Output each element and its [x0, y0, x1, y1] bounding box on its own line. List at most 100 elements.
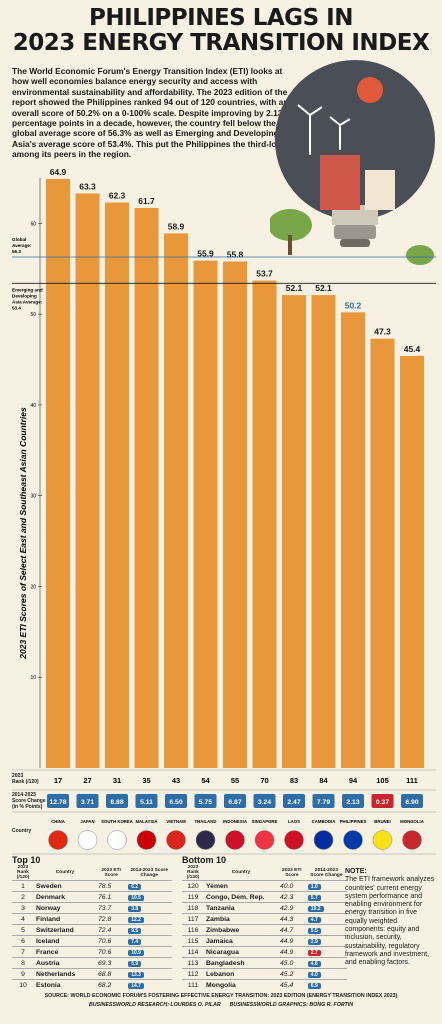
- rank-label: 35: [142, 776, 150, 785]
- score-cell: 72.4: [98, 926, 112, 934]
- table-header-row: 2023 Rank (/120) Country 2023 ETI Score 201…: [182, 865, 347, 881]
- change-value: 6.90: [405, 799, 418, 806]
- bar-south-korea: [105, 202, 129, 768]
- rank-cell: 113: [187, 959, 199, 967]
- change-value: 2.47: [287, 799, 300, 806]
- change-value: 3.71: [81, 799, 94, 806]
- change-cell: 2.9: [306, 936, 347, 947]
- change-pill: [342, 794, 364, 808]
- bar-vietnam: [164, 233, 188, 768]
- bar-value-label: 63.3: [79, 181, 96, 191]
- country-name: CHINA: [51, 819, 65, 824]
- flag-icon: [402, 830, 422, 850]
- table-header-cell: 2014-2023 Score Change: [310, 867, 343, 878]
- rank-label: 105: [376, 776, 389, 785]
- table-row: 9 Netherlands 68.8 13.3: [12, 968, 172, 980]
- country-name: MALAYSIA: [135, 819, 157, 824]
- flag-icon: [136, 830, 157, 850]
- y-tick-label: 60: [30, 221, 36, 227]
- change-pill: [106, 794, 128, 808]
- bottom10-grid: 2023 Rank (/120) Country 2023 ETI Score 201…: [182, 865, 347, 990]
- rank-label: 43: [172, 776, 180, 785]
- change-cell: 10.2: [306, 903, 347, 914]
- change-value: 7.79: [317, 799, 330, 806]
- score-cell: 70.6: [98, 948, 112, 956]
- change-cell: 10.5: [126, 892, 172, 903]
- change-pill: [371, 794, 394, 808]
- change-value: 5.11: [140, 799, 153, 806]
- change-cell: 4.7: [306, 914, 347, 925]
- bar-value-label: 58.9: [168, 221, 185, 231]
- change-value: 5.75: [199, 799, 212, 806]
- country-cell: Zambia: [206, 915, 230, 923]
- country-cell: Zimbabwe: [206, 926, 240, 934]
- table-row: 4 Finland 72.8 12.2: [12, 913, 172, 925]
- flag-icon: [372, 830, 393, 850]
- country-cell: Yemen: [206, 882, 228, 890]
- change-value: 8.88: [110, 799, 123, 806]
- flag-icon: [166, 830, 186, 850]
- rank-cell: 115: [187, 937, 199, 945]
- rank-cell: 10: [19, 981, 27, 989]
- country-cell: Estonia: [36, 981, 61, 989]
- bar-malaysia: [134, 207, 159, 768]
- bar-china: [46, 178, 70, 768]
- bar-mongolia: [400, 355, 424, 768]
- bar-value-label: 62.3: [109, 191, 126, 201]
- reference-line-label: 56.3: [12, 249, 21, 254]
- country-cell: France: [36, 948, 59, 956]
- country-name: VIETNAM: [166, 819, 186, 824]
- bar-laos: [282, 295, 306, 768]
- rank-label: 55: [231, 776, 239, 785]
- y-tick-label: 40: [30, 403, 36, 409]
- y-tick-label: 50: [30, 312, 36, 318]
- table-header-cell: 2023 Rank (/120): [186, 865, 200, 880]
- table-row: 7 France 70.6 10.9: [12, 946, 172, 958]
- score-cell: 40.0: [280, 882, 294, 890]
- country-cell: Lebanon: [206, 970, 235, 978]
- country-name: LAOS: [288, 819, 300, 824]
- flag-icon: [107, 830, 127, 850]
- score-cell: 72.8: [98, 915, 112, 923]
- change-cell: 12.2: [126, 914, 172, 925]
- table-header-cell: 2023 Rank (/120): [16, 865, 30, 880]
- change-pill: [165, 794, 187, 808]
- table-row: 113 Bangladesh 45.0 4.6: [182, 957, 347, 969]
- rank-label: 54: [201, 776, 210, 785]
- country-cell: Switzerland: [36, 926, 74, 934]
- change-cell: 2.7: [306, 947, 347, 958]
- y-tick-label: 30: [30, 494, 36, 500]
- table-row: 118 Tanzania 42.9 10.2: [182, 902, 347, 914]
- table-row: 119 Congo, Dem. Rep. 42.3 5.7: [182, 891, 347, 903]
- country-cell: Norway: [36, 904, 61, 912]
- change-pill: 3.8: [128, 905, 142, 912]
- change-pill: 12.2: [128, 916, 144, 923]
- change-pill: 2.7: [307, 949, 321, 956]
- top10-table: Top 10 2023 Rank (/120) Country 2023 ETI S…: [12, 855, 172, 990]
- country-row-label: Country: [12, 828, 32, 834]
- score-cell: 68.8: [98, 970, 112, 978]
- reference-line-label: Developing: [12, 293, 37, 298]
- table-header-cell: Country: [55, 870, 75, 875]
- bar-value-label: 61.7: [138, 196, 155, 206]
- rank-cell: 9: [21, 970, 25, 978]
- change-pill: 6.2: [128, 883, 142, 890]
- score-cell: 76.1: [98, 893, 112, 901]
- score-cell: 78.5: [98, 882, 112, 890]
- rank-cell: 119: [187, 893, 199, 901]
- rank-cell: 112: [187, 970, 199, 978]
- rank-cell: 120: [187, 882, 199, 890]
- rank-cell: 4: [21, 915, 25, 923]
- table-header-row: 2023 Rank (/120) Country 2023 ETI Score 201…: [12, 865, 172, 881]
- score-cell: 44.9: [280, 937, 294, 945]
- source-text: SOURCE: WORLD ECONOMIC FORUM'S FOSTERING…: [44, 993, 398, 999]
- score-cell: 45.0: [280, 959, 294, 967]
- table-header-cell: 2014-2023 Score Change: [130, 867, 168, 878]
- score-cell: 42.9: [280, 904, 294, 912]
- country-cell: Jamaica: [206, 937, 233, 945]
- note-box: NOTE: The ETI framework analyzes countri…: [345, 868, 435, 967]
- country-name: JAPAN: [80, 819, 94, 824]
- rank-cell: 118: [187, 904, 199, 912]
- change-pill: 5.7: [307, 894, 321, 901]
- bar-indonesia: [223, 261, 247, 768]
